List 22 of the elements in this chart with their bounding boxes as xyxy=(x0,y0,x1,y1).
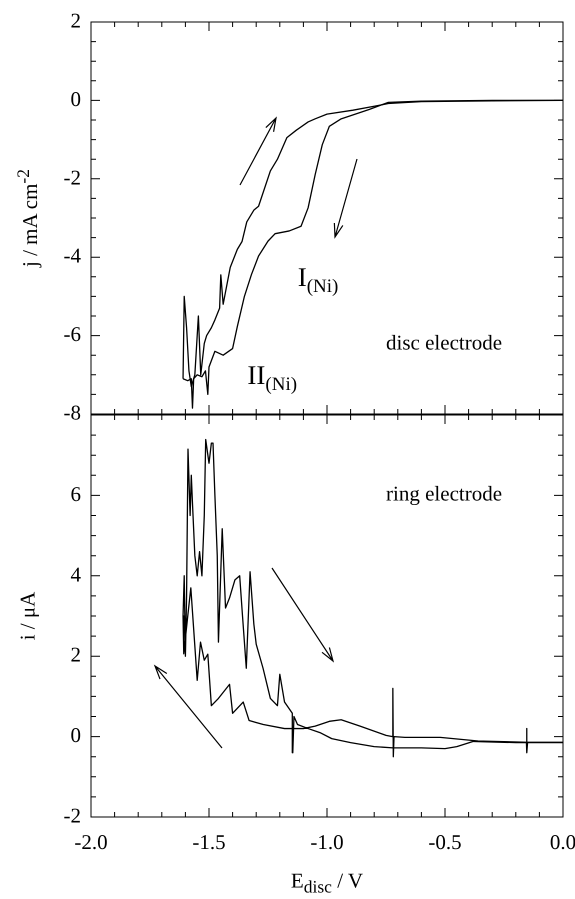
y-tick-label: -2 xyxy=(64,804,81,828)
y-tick-label: -4 xyxy=(64,244,82,268)
annotation: I$_{(Ni)}$ xyxy=(298,262,338,298)
y-tick-label: 2 xyxy=(70,642,81,667)
x-tick-label: -2.0 xyxy=(74,830,108,854)
x-axis-title: E$_{disc}$ / V xyxy=(290,868,364,898)
x-tick-label: 0.0 xyxy=(550,830,575,854)
y-tick-label: 6 xyxy=(70,482,81,506)
y-tick-label: 4 xyxy=(70,562,82,586)
y-tick-label: -8 xyxy=(64,400,81,425)
y-tick-label: 2 xyxy=(70,8,81,33)
x-tick-label: -1.0 xyxy=(310,830,344,854)
y-tick-label: 0 xyxy=(70,723,81,748)
y-axis-title: i / μA xyxy=(16,592,40,640)
annotation: disc electrode xyxy=(386,330,502,356)
x-tick-label: -0.5 xyxy=(428,830,462,854)
x-tick-label: -1.5 xyxy=(192,830,226,854)
annotation: II$_{(Ni)}$ xyxy=(247,360,298,396)
annotation: ring electrode xyxy=(386,482,502,507)
y-tick-label: -2 xyxy=(64,165,81,190)
y-tick-label: 0 xyxy=(70,86,81,111)
y-tick-label: -6 xyxy=(64,322,81,346)
